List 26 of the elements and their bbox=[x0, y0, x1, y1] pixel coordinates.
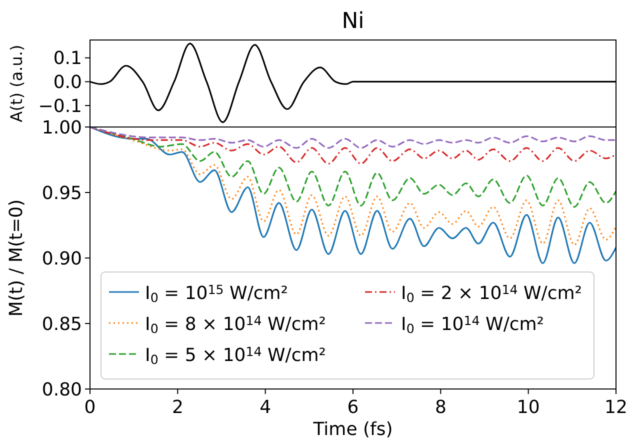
legend-label: I$_{0}$ = 8 × 10$^{14}$ W/cm² bbox=[145, 312, 326, 336]
x-tick-label: 6 bbox=[347, 397, 359, 418]
x-tick-label: 2 bbox=[172, 397, 184, 418]
y-tick-label: 0.95 bbox=[42, 182, 82, 204]
y-axis-title: M(t) / M(t=0) bbox=[6, 199, 27, 317]
legend-label: I$_{0}$ = 5 × 10$^{14}$ W/cm² bbox=[145, 344, 326, 367]
y-tick-label: 1.00 bbox=[42, 117, 82, 138]
line-series bbox=[90, 127, 616, 149]
x-tick-label: 8 bbox=[434, 397, 446, 418]
legend-label: I$_{0}$ = 10$^{14}$ W/cm² bbox=[401, 312, 544, 336]
y-axis-title: A(t) (a.u.) bbox=[7, 44, 26, 122]
y-tick-label: 0.1 bbox=[53, 48, 82, 70]
x-tick-label: 10 bbox=[516, 397, 540, 418]
x-tick-label: 12 bbox=[604, 397, 628, 418]
x-tick-label: 4 bbox=[260, 397, 272, 418]
legend-label: I$_{0}$ = 2 × 10$^{14}$ W/cm² bbox=[401, 282, 582, 305]
x-axis-title: Time (fs) bbox=[312, 419, 393, 440]
x-tick-label: 0 bbox=[84, 397, 96, 418]
y-tick-label: 0.90 bbox=[42, 248, 82, 270]
y-tick-label: 0.85 bbox=[42, 314, 82, 335]
y-tick-label: 0.80 bbox=[42, 379, 82, 400]
line-series bbox=[90, 127, 616, 164]
chart-title: Ni bbox=[342, 9, 364, 34]
y-tick-label: 0.0 bbox=[53, 72, 82, 94]
legend-label: I$_{0}$ = 10$^{15}$ W/cm² bbox=[145, 282, 288, 305]
y-tick-label: −0.1 bbox=[38, 96, 82, 117]
